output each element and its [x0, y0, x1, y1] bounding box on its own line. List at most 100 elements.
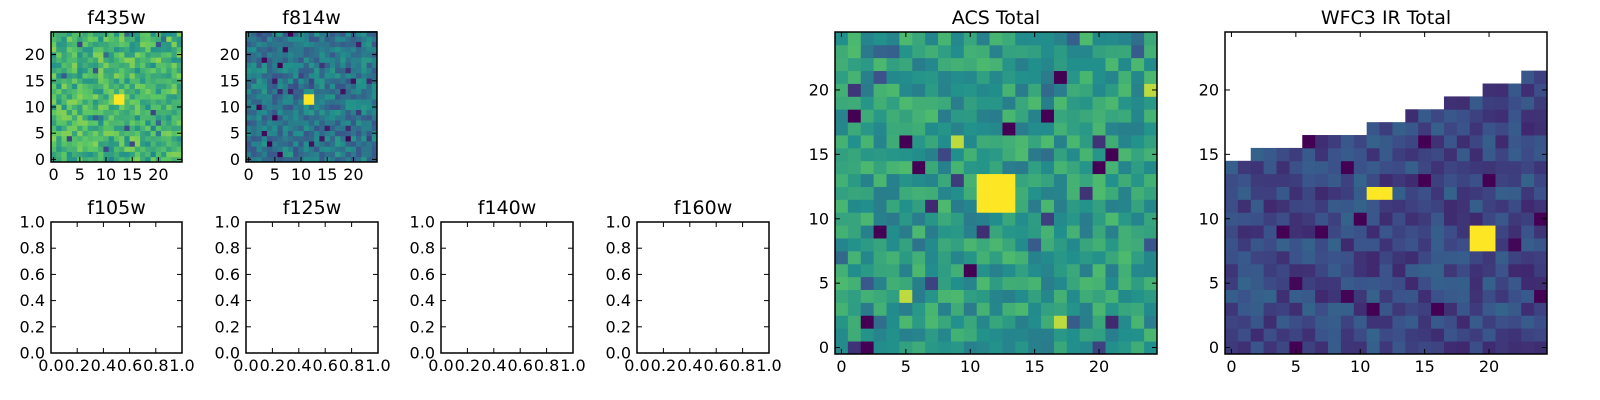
heatmap-cell [176, 135, 183, 142]
heatmap-cell [1508, 276, 1522, 290]
heatmap-cell [1079, 341, 1093, 355]
heatmap-cell [1105, 173, 1119, 187]
heatmap-cell [87, 41, 94, 48]
heatmap-cell [899, 250, 913, 265]
heatmap-cell [963, 341, 978, 355]
heatmap-cell [1015, 96, 1029, 110]
heatmap-cell [266, 135, 273, 142]
heatmap-cell [155, 125, 162, 131]
heatmap-cell [246, 151, 252, 158]
heatmap-cell [835, 315, 849, 329]
heatmap-cell [71, 141, 78, 147]
heatmap-cell [1534, 263, 1548, 278]
heatmap-cell [108, 130, 115, 137]
heatmap-cell [1482, 186, 1496, 200]
heatmap-cell [1302, 263, 1316, 278]
y-tick-label: 0.2 [20, 317, 45, 336]
heatmap-cell [912, 70, 926, 84]
heatmap-cell [66, 109, 73, 116]
heatmap-cell [1276, 212, 1290, 226]
heatmap-cell [1534, 160, 1548, 175]
heatmap-cell [1105, 199, 1119, 213]
heatmap-cell [87, 120, 94, 126]
heatmap-cell [989, 225, 1003, 239]
heatmap-cell [1431, 238, 1445, 252]
heatmap-cell [361, 67, 367, 74]
heatmap-cell [1392, 250, 1406, 265]
heatmap-cell [66, 72, 73, 79]
heatmap-cell [150, 125, 157, 131]
heatmap-cell [1534, 315, 1548, 329]
heatmap-cell [324, 130, 331, 137]
y-tick-label: 5 [1209, 274, 1219, 293]
heatmap-cell [155, 88, 162, 95]
heatmap-cell [61, 114, 68, 121]
heatmap-cell [847, 315, 862, 329]
y-tick-label: 0.4 [410, 291, 435, 310]
heatmap-cell [303, 146, 310, 152]
heatmap-cell [899, 83, 913, 97]
heatmap-cell [1276, 238, 1290, 252]
heatmap-cell [298, 41, 305, 48]
heatmap-cell [1340, 186, 1355, 200]
heatmap-cell [293, 78, 299, 84]
heatmap-cell [140, 67, 146, 74]
heatmap-cell [1131, 135, 1145, 149]
heatmap-cell [140, 93, 146, 100]
heatmap-cell [155, 104, 162, 110]
heatmap-cell [1418, 238, 1432, 252]
heatmap-cell [938, 160, 952, 175]
heatmap-cell [71, 41, 78, 48]
heatmap-cell [171, 83, 178, 90]
heatmap-cell [298, 135, 305, 142]
heatmap-cell [251, 78, 257, 84]
heatmap-cell [1015, 250, 1029, 265]
heatmap-cell [56, 72, 62, 79]
heatmap-cell [87, 156, 94, 163]
heatmap-cell [1250, 212, 1265, 226]
heatmap-cell [1028, 186, 1042, 200]
heatmap-cell [899, 147, 913, 162]
heatmap-cell [366, 114, 373, 121]
heatmap-cell [246, 125, 252, 131]
heatmap-cell [56, 78, 62, 84]
heatmap-cell [166, 120, 172, 126]
heatmap-cell [1131, 83, 1145, 97]
heatmap-cell [938, 302, 952, 316]
heatmap-cell [1002, 57, 1016, 72]
heatmap-cell [1534, 225, 1548, 239]
heatmap-cell [329, 31, 336, 37]
heatmap-cell [51, 135, 57, 142]
heatmap-cell [319, 51, 325, 58]
heatmap-cell [251, 135, 257, 142]
heatmap-cell [335, 156, 341, 163]
heatmap-cell [1521, 83, 1535, 97]
heatmap-cell [66, 46, 73, 53]
heatmap-cell [108, 67, 115, 74]
heatmap-cell [298, 120, 305, 126]
heatmap-cell [1092, 96, 1106, 110]
heatmap-cell [1237, 160, 1252, 175]
heatmap-cell [1131, 250, 1145, 265]
heatmap-cell [1237, 315, 1252, 329]
heatmap-cell [150, 31, 157, 37]
heatmap-cell [1443, 263, 1458, 278]
heatmap-cell [899, 225, 913, 239]
heatmap-cell [71, 72, 78, 79]
heatmap-cell [1002, 173, 1016, 187]
heatmap-cell [371, 88, 378, 95]
x-tick-label: 20 [148, 165, 168, 184]
heatmap-cell [1379, 147, 1393, 162]
heatmap-cell [61, 57, 68, 63]
heatmap-cell [1443, 238, 1458, 252]
heatmap-cell [366, 88, 373, 95]
heatmap-cell [1418, 160, 1432, 175]
heatmap-cell [847, 238, 862, 252]
heatmap-cell [912, 57, 926, 72]
heatmap-cell [140, 109, 146, 116]
heatmap-cell [1002, 44, 1016, 59]
panel-title-f435w: f435w [87, 7, 146, 29]
heatmap-cell [963, 83, 978, 97]
heatmap-cell [319, 125, 325, 131]
heatmap-cell [340, 36, 346, 42]
